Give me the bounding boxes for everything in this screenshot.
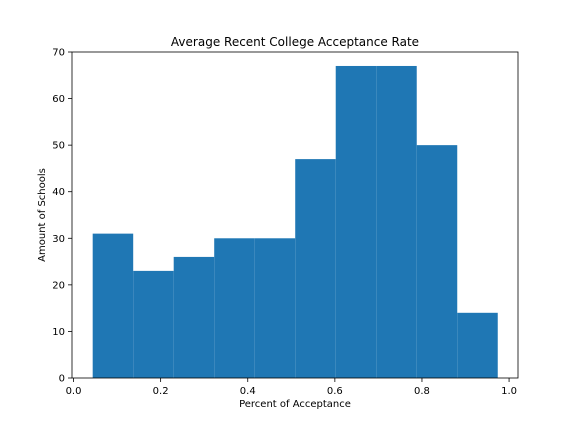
x-tick-label: 0.6 — [327, 386, 343, 397]
x-tick-label: 0.2 — [153, 386, 169, 397]
histogram-bar-1 — [92, 233, 134, 378]
y-tick-label: 30 — [52, 234, 65, 245]
x-axis-label: Percent of Acceptance — [239, 399, 351, 410]
y-axis: 0 10 20 30 40 50 60 70 — [52, 48, 72, 385]
histogram-bar-10 — [457, 312, 498, 378]
histogram-bar-3 — [173, 256, 215, 378]
histogram-bar-2 — [133, 270, 174, 378]
axes-frame — [71, 51, 519, 379]
x-axis: 0.0 0.2 0.4 0.6 0.8 1.0 — [66, 378, 517, 397]
histogram-bar-7 — [335, 65, 377, 378]
y-tick-label: 0 — [59, 374, 65, 385]
y-tick-label: 60 — [52, 94, 65, 105]
y-tick-label: 50 — [52, 141, 65, 152]
chart-title: Average Recent College Acceptance Rate — [171, 35, 419, 49]
y-tick-label: 40 — [52, 187, 65, 198]
x-tick-label: 1.0 — [501, 386, 517, 397]
y-tick-label: 10 — [52, 327, 65, 338]
x-tick-label: 0.0 — [66, 386, 82, 397]
histogram-bar-9 — [416, 145, 458, 378]
x-tick-label: 0.4 — [240, 386, 256, 397]
bars-group — [92, 65, 498, 378]
histogram-bar-6 — [295, 159, 336, 378]
histogram-bar-8 — [376, 65, 417, 378]
y-tick-label: 70 — [52, 48, 65, 59]
y-tick-label: 20 — [52, 280, 65, 291]
histogram-bar-4 — [214, 238, 255, 378]
y-axis-label: Amount of Schools — [37, 168, 48, 262]
x-tick-label: 0.8 — [414, 386, 430, 397]
histogram-bar-5 — [254, 238, 296, 378]
